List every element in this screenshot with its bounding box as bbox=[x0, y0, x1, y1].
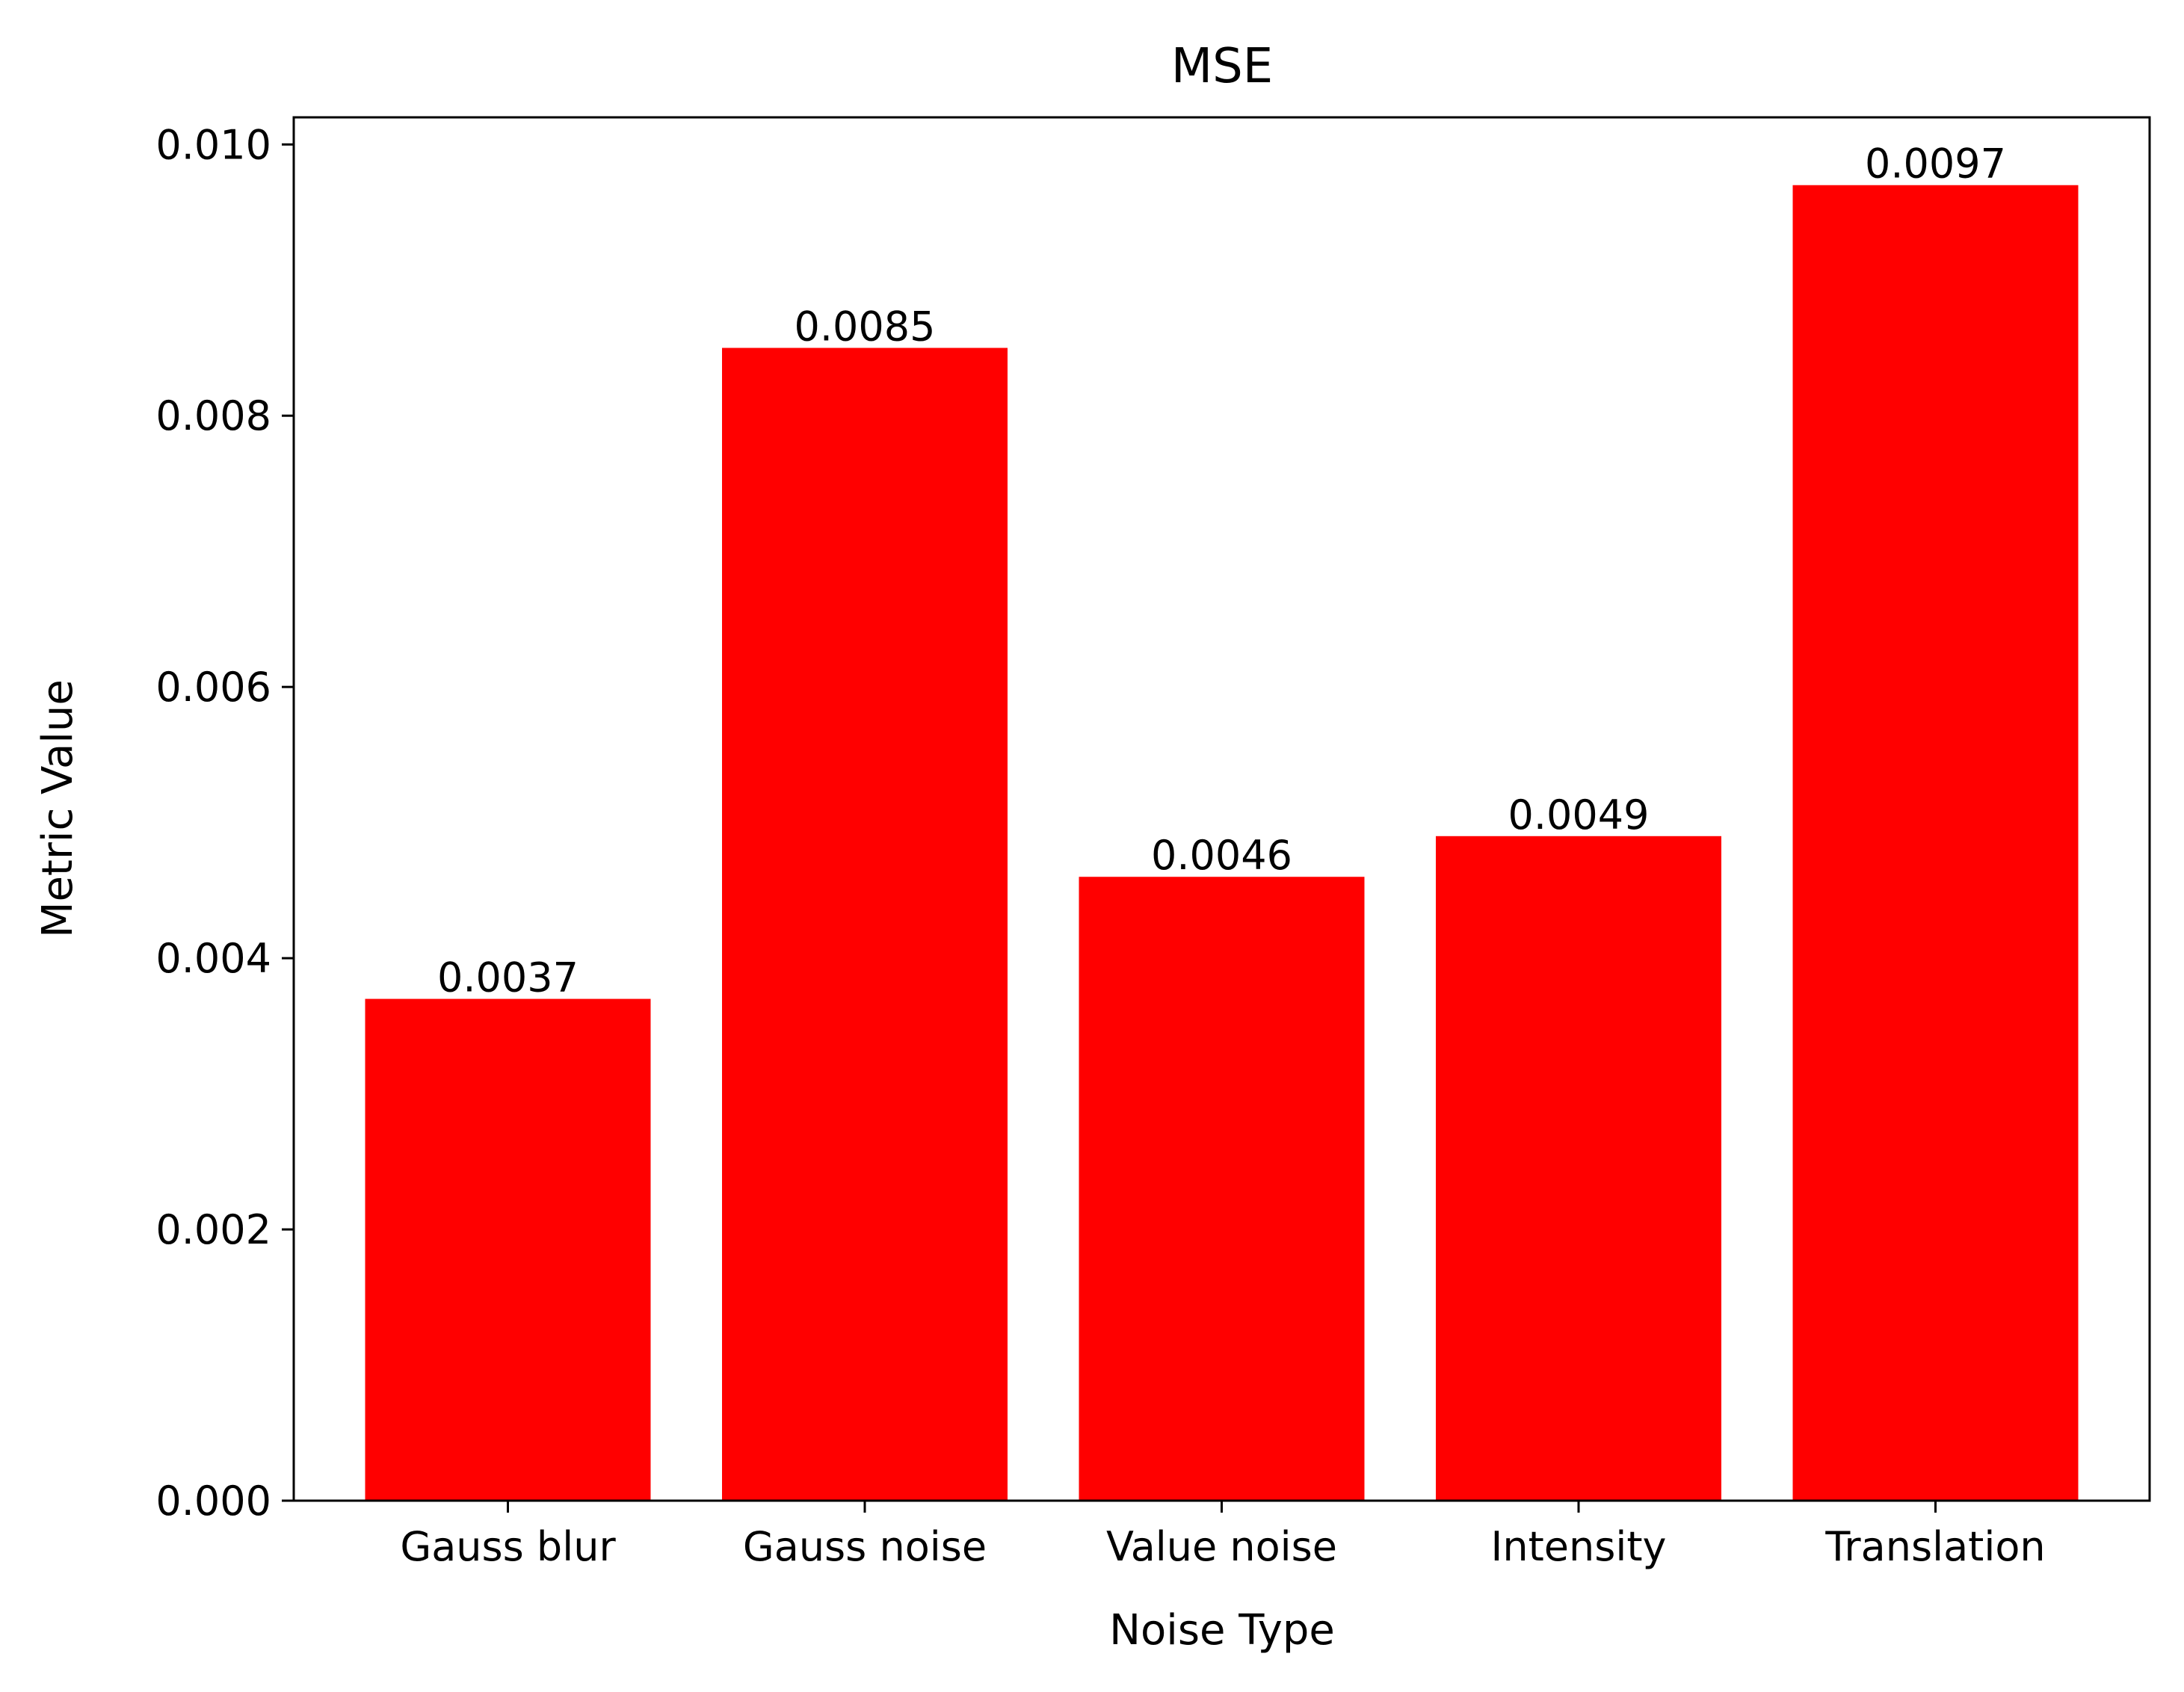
bar-4 bbox=[1792, 185, 2079, 1501]
y-tick-label-2: 0.004 bbox=[155, 935, 271, 982]
data-labels-group: 0.0037 0.0085 0.0046 0.0049 0.0097 bbox=[437, 141, 2006, 1001]
x-axis: Gauss blur Gauss noise Value noise Intensit… bbox=[400, 1501, 2046, 1570]
bar-3 bbox=[1436, 836, 1721, 1501]
y-axis: 0.000 0.002 0.004 0.006 0.008 0.010 bbox=[155, 121, 294, 1525]
x-tick-label-3: Intensity bbox=[1490, 1523, 1666, 1570]
x-tick-label-0: Gauss blur bbox=[400, 1523, 616, 1570]
bar-0 bbox=[365, 998, 651, 1501]
data-label-2: 0.0046 bbox=[1151, 832, 1292, 879]
bars-group bbox=[365, 185, 2079, 1501]
x-axis-label: Noise Type bbox=[1109, 1606, 1335, 1655]
x-tick-label-2: Value noise bbox=[1106, 1523, 1337, 1570]
chart-title: MSE bbox=[1171, 39, 1273, 94]
y-tick-label-3: 0.006 bbox=[155, 664, 271, 711]
bar-2 bbox=[1079, 877, 1365, 1501]
bar-1 bbox=[722, 348, 1008, 1501]
y-axis-label: Metric Value bbox=[34, 679, 82, 938]
y-tick-label-4: 0.008 bbox=[155, 392, 271, 439]
data-label-3: 0.0049 bbox=[1508, 791, 1650, 839]
y-tick-label-0: 0.000 bbox=[155, 1478, 271, 1525]
x-tick-label-4: Translation bbox=[1824, 1523, 2045, 1570]
x-tick-label-1: Gauss noise bbox=[743, 1523, 987, 1570]
data-label-0: 0.0037 bbox=[437, 954, 579, 1001]
data-label-4: 0.0097 bbox=[1865, 141, 2006, 188]
data-label-1: 0.0085 bbox=[795, 303, 936, 351]
plot-frame bbox=[292, 116, 2151, 1502]
y-tick-label-1: 0.002 bbox=[155, 1206, 271, 1253]
y-tick-label-5: 0.010 bbox=[155, 121, 271, 168]
